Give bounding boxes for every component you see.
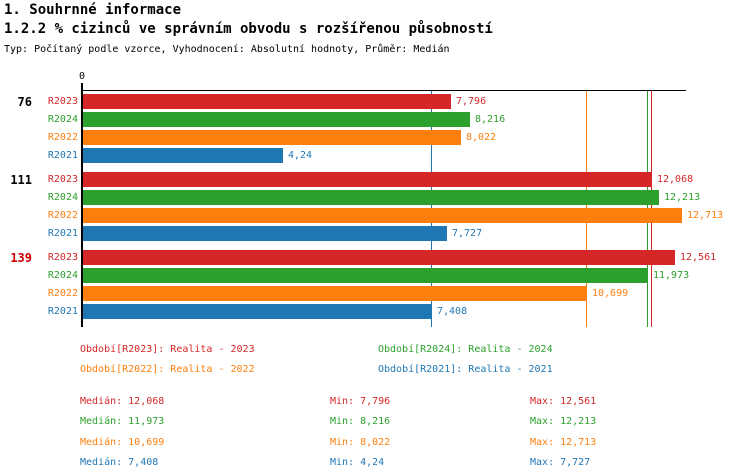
bar-value-r2024-group-139: 11,973 xyxy=(653,270,690,281)
stat-median-r2023: Medián: 12,068 xyxy=(80,396,165,407)
bar-value-r2024-group-76: 8,216 xyxy=(475,114,506,125)
x-axis-origin-label: 0 xyxy=(78,71,86,82)
bar-r2022-group-76 xyxy=(83,130,461,145)
group-label-139: 139 xyxy=(10,251,32,265)
bar-r2023-group-111 xyxy=(83,172,652,187)
bar-r2021-group-111 xyxy=(83,226,447,241)
group-label-111: 111 xyxy=(10,173,32,187)
stat-max-r2023: Max: 12,561 xyxy=(530,396,597,407)
page-subtitle: 1.2.2 % cizinců ve správním obvodu s roz… xyxy=(4,21,493,37)
series-label-r2023-group-111: R2023 xyxy=(47,174,78,185)
stat-min-r2022: Min: 8,022 xyxy=(330,437,391,448)
series-label-r2024-group-139: R2024 xyxy=(47,270,78,281)
series-label-r2022-group-139: R2022 xyxy=(47,288,78,299)
series-label-r2023-group-139: R2023 xyxy=(47,252,78,263)
bar-r2023-group-139 xyxy=(83,250,675,265)
bar-value-r2024-group-111: 12,213 xyxy=(664,192,701,203)
page-meta: Typ: Počítaný podle vzorce, Vyhodnocení:… xyxy=(4,44,450,55)
group-label-76: 76 xyxy=(17,95,32,109)
bar-value-r2021-group-139: 7,408 xyxy=(437,306,468,317)
bar-value-r2022-group-139: 10,699 xyxy=(592,288,629,299)
stat-max-r2024: Max: 12,213 xyxy=(530,416,597,427)
stat-min-r2023: Min: 7,796 xyxy=(330,396,391,407)
stat-median-r2024: Medián: 11,973 xyxy=(80,416,165,427)
series-label-r2021-group-111: R2021 xyxy=(47,228,78,239)
stat-max-r2022: Max: 12,713 xyxy=(530,437,597,448)
bar-r2024-group-76 xyxy=(83,112,470,127)
bar-r2022-group-139 xyxy=(83,286,587,301)
bar-value-r2022-group-111: 12,713 xyxy=(687,210,724,221)
bar-value-r2021-group-111: 7,727 xyxy=(452,228,483,239)
stat-median-r2022: Medián: 10,699 xyxy=(80,437,165,448)
bar-r2024-group-139 xyxy=(83,268,648,283)
stat-min-r2021: Min: 4,24 xyxy=(330,457,385,468)
series-label-r2022-group-111: R2022 xyxy=(47,210,78,221)
series-label-r2021-group-76: R2021 xyxy=(47,150,78,161)
bar-value-r2023-group-76: 7,796 xyxy=(456,96,487,107)
page-title: 1. Souhrnné informace xyxy=(4,2,182,18)
bar-r2021-group-76 xyxy=(83,148,283,163)
bar-value-r2023-group-111: 12,068 xyxy=(657,174,694,185)
stat-max-r2021: Max: 7,727 xyxy=(530,457,591,468)
bar-r2023-group-76 xyxy=(83,94,451,109)
series-label-r2022-group-76: R2022 xyxy=(47,132,78,143)
stat-median-r2021: Medián: 7,408 xyxy=(80,457,159,468)
legend-item-r2021: Období[R2021]: Realita - 2021 xyxy=(378,364,553,375)
bar-value-r2022-group-76: 8,022 xyxy=(466,132,497,143)
series-label-r2023-group-76: R2023 xyxy=(47,96,78,107)
bar-value-r2023-group-139: 12,561 xyxy=(680,252,717,263)
y-axis-line xyxy=(81,83,83,327)
stat-min-r2024: Min: 8,216 xyxy=(330,416,391,427)
legend-item-r2024: Období[R2024]: Realita - 2024 xyxy=(378,344,553,355)
bar-r2022-group-111 xyxy=(83,208,682,223)
x-axis-line xyxy=(82,90,686,91)
series-label-r2024-group-76: R2024 xyxy=(47,114,78,125)
legend-item-r2023: Období[R2023]: Realita - 2023 xyxy=(80,344,255,355)
bar-value-r2021-group-76: 4,24 xyxy=(288,150,313,161)
legend-item-r2022: Období[R2022]: Realita - 2022 xyxy=(80,364,255,375)
series-label-r2021-group-139: R2021 xyxy=(47,306,78,317)
bar-chart: 0 76 R2023 7,796 R2024 8,216 R2022 8,022 R2021 4… xyxy=(10,71,724,327)
bar-r2021-group-139 xyxy=(83,304,432,319)
series-label-r2024-group-111: R2024 xyxy=(47,192,78,203)
bar-r2024-group-111 xyxy=(83,190,659,205)
